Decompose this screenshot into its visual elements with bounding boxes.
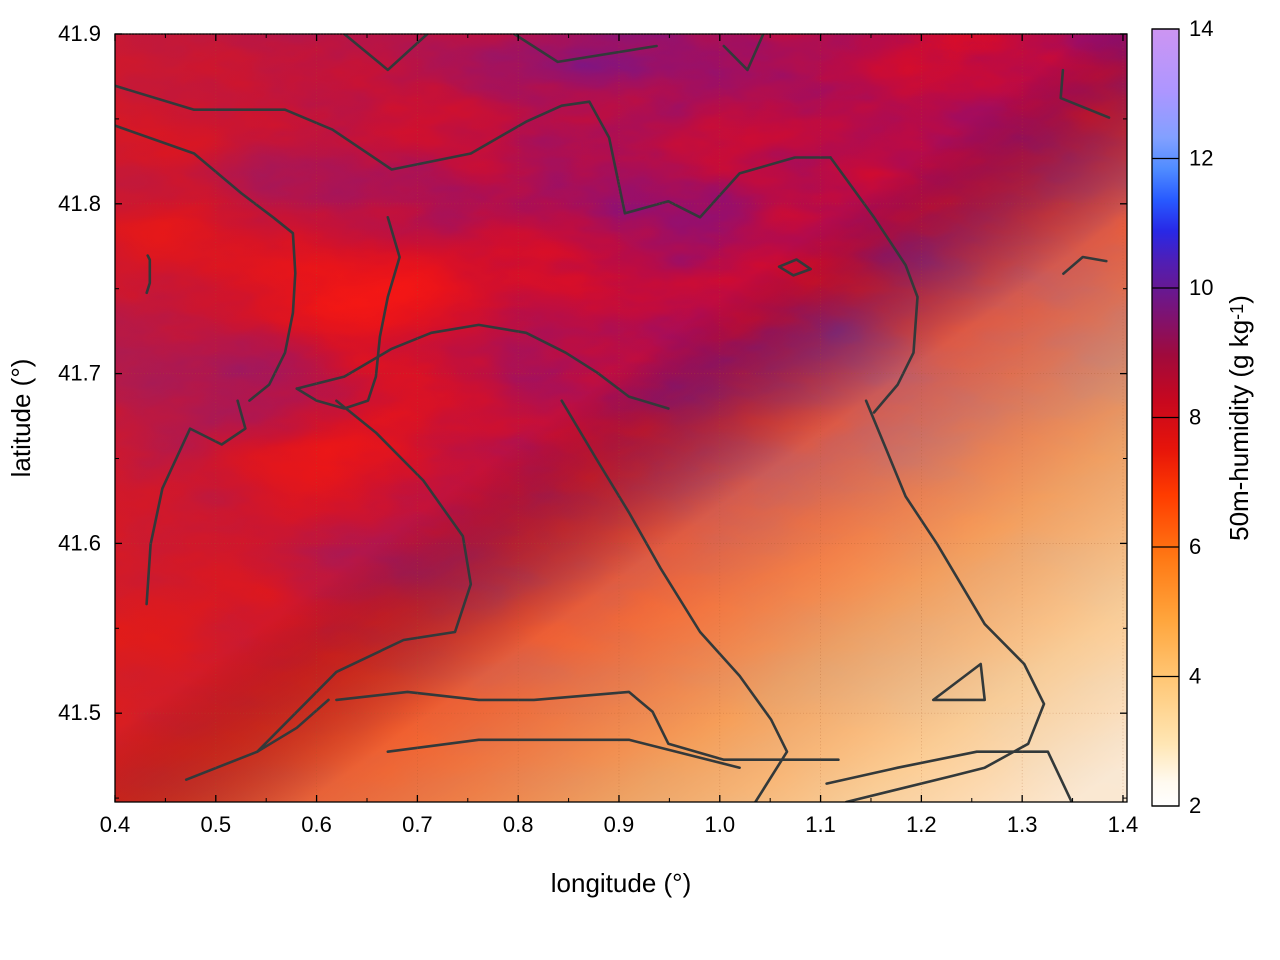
svg-text:2: 2 xyxy=(1189,793,1201,818)
svg-text:10: 10 xyxy=(1189,275,1213,300)
svg-text:41.5: 41.5 xyxy=(58,700,101,725)
svg-text:14: 14 xyxy=(1189,16,1213,41)
svg-text:0.9: 0.9 xyxy=(604,812,635,837)
svg-text:0.7: 0.7 xyxy=(402,812,433,837)
svg-text:0.6: 0.6 xyxy=(301,812,332,837)
svg-text:1.2: 1.2 xyxy=(906,812,937,837)
svg-text:1.0: 1.0 xyxy=(704,812,735,837)
svg-text:4: 4 xyxy=(1189,664,1201,689)
svg-text:longitude (°): longitude (°) xyxy=(551,868,691,898)
svg-text:50m-humidity (g kg-1): 50m-humidity (g kg-1) xyxy=(1224,295,1254,541)
svg-text:1.3: 1.3 xyxy=(1007,812,1038,837)
svg-text:0.8: 0.8 xyxy=(503,812,534,837)
svg-text:6: 6 xyxy=(1189,534,1201,559)
svg-text:41.8: 41.8 xyxy=(58,191,101,216)
svg-text:41.7: 41.7 xyxy=(58,361,101,386)
svg-text:latitude (°): latitude (°) xyxy=(6,359,36,478)
svg-text:1.1: 1.1 xyxy=(805,812,836,837)
svg-text:0.4: 0.4 xyxy=(100,812,131,837)
svg-text:41.9: 41.9 xyxy=(58,21,101,46)
svg-text:8: 8 xyxy=(1189,405,1201,430)
svg-text:12: 12 xyxy=(1189,146,1213,171)
svg-text:0.5: 0.5 xyxy=(201,812,232,837)
svg-text:1.4: 1.4 xyxy=(1108,812,1139,837)
svg-text:41.6: 41.6 xyxy=(58,530,101,555)
